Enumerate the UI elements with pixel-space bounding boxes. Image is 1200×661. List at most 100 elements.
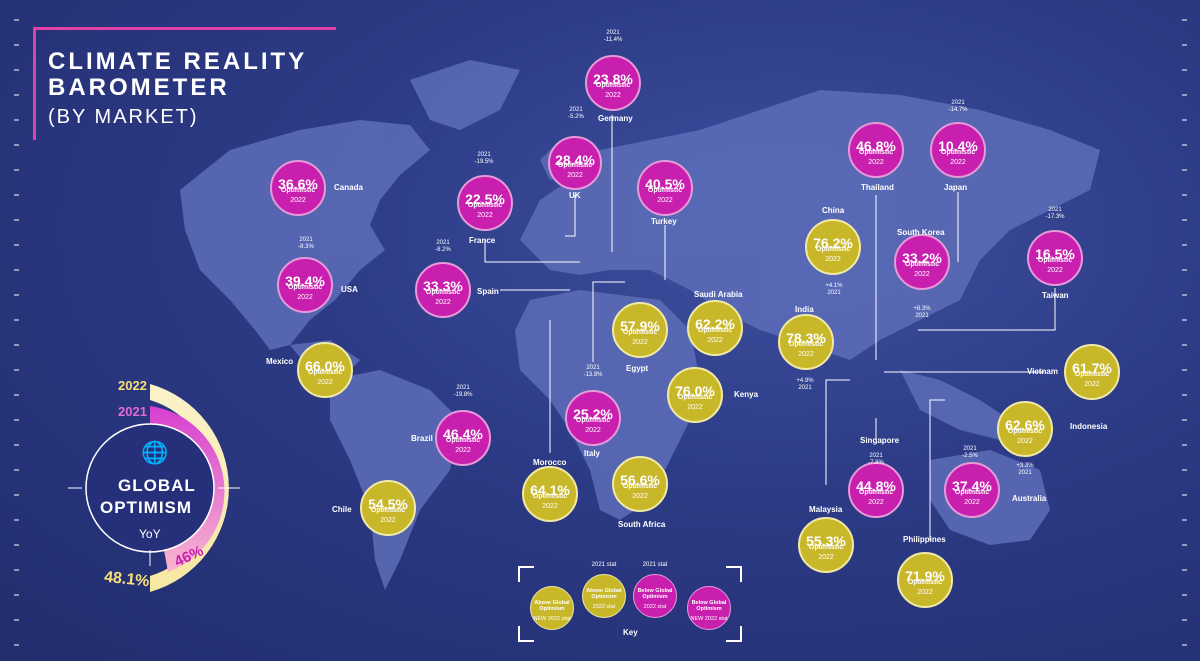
bubble-japan: 10.4% Optimistic 2022 [930, 122, 986, 178]
bubble-value: 22.5% [465, 191, 505, 208]
delta-label-indonesia: +3.3% 2021 [1016, 463, 1034, 476]
bubble-australia: 37.4% Optimistic 2022 [944, 462, 1000, 518]
bubble-value: 54.5% [368, 496, 408, 513]
bubble-thailand: 46.8% Optimistic 2022 [848, 122, 904, 178]
bubble-year: 2022 [317, 378, 333, 386]
bubble-taiwan: 16.5% Optimistic 2022 [1027, 230, 1083, 286]
key-item-sub: NEW 2022 stat [690, 616, 728, 622]
bubble-saudi-arabia: 62.2% Optimistic 2022 [687, 300, 743, 356]
country-label-south-korea: South Korea [897, 228, 945, 237]
bubble-optimistic-label: Optimistic [425, 288, 461, 296]
subtitle: (BY MARKET) [48, 106, 199, 128]
key-item-label: Below Global Optimism [691, 600, 727, 612]
bubble-turkey: 40.5% Optimistic 2022 [637, 160, 693, 216]
bubble-china: 76.2% Optimistic 2022 [805, 219, 861, 275]
bubble-year: 2022 [585, 426, 601, 434]
bubble-year: 2022 [707, 336, 723, 344]
key-item-label: Above Global Optimism [586, 588, 622, 600]
bubble-optimistic-label: Optimistic [307, 368, 343, 376]
title-line-1: CLIMATE REALITY [48, 48, 308, 75]
bubble-optimistic-label: Optimistic [595, 81, 631, 89]
bubble-year: 2022 [818, 553, 834, 561]
bubble-value: 62.6% [1005, 417, 1045, 434]
bubble-optimistic-label: Optimistic [1037, 256, 1073, 264]
bubble-italy: 25.2% Optimistic 2022 [565, 390, 621, 446]
country-label-saudi-arabia: Saudi Arabia [694, 290, 743, 299]
bubble-optimistic-label: Optimistic [622, 328, 658, 336]
country-label-canada: Canada [334, 183, 363, 192]
country-label-taiwan: Taiwan [1042, 291, 1069, 300]
key-item-top: 2021 stat [642, 562, 668, 568]
bubble-optimistic-label: Optimistic [575, 416, 611, 424]
bubble-kenya: 76.0% Optimistic 2022 [667, 367, 723, 423]
bubble-optimistic-label: Optimistic [647, 186, 683, 194]
delta-label-china: +4.1% 2021 [825, 283, 843, 296]
bubble-year: 2022 [687, 403, 703, 411]
bubble-year: 2022 [290, 196, 306, 204]
global-optimism-gauge [68, 384, 240, 592]
bubble-brazil: 46.4% Optimistic 2022 [435, 410, 491, 466]
bubble-value: 64.1% [530, 482, 570, 499]
bubble-value: 36.6% [278, 176, 318, 193]
bubble-value: 71.9% [905, 568, 945, 585]
bubble-value: 55.3% [806, 533, 846, 550]
bubble-spain: 33.3% Optimistic 2022 [415, 262, 471, 318]
bubble-year: 2022 [825, 255, 841, 263]
bubble-singapore: 44.8% Optimistic 2022 [848, 462, 904, 518]
country-label-france: France [469, 236, 496, 245]
bubble-year: 2022 [632, 492, 648, 500]
bubble-optimistic-label: Optimistic [815, 245, 851, 253]
country-label-philippines: Philippines [903, 535, 946, 544]
delta-label-italy: 2021 -13.8% [583, 365, 603, 378]
country-label-turkey: Turkey [651, 217, 677, 226]
bubble-optimistic-label: Optimistic [677, 393, 713, 401]
title-block: CLIMATE REALITY BAROMETER (BY MARKET) [33, 27, 336, 140]
bubble-value: 56.6% [620, 472, 660, 489]
country-label-italy: Italy [584, 449, 601, 458]
gauge-title-2: OPTIMISM [100, 498, 193, 517]
bubble-year: 2022 [868, 498, 884, 506]
gauge-legend-2021: 2021 [118, 404, 147, 419]
delta-label-singapore: 2021 -7.8% [868, 453, 884, 466]
globe-hearts-icon: 🌐 [141, 440, 169, 465]
bubble-value: 37.4% [952, 478, 992, 495]
country-label-south-africa: South Africa [618, 520, 666, 529]
bubble-mexico: 66.0% Optimistic 2022 [297, 342, 353, 398]
bubble-year: 2022 [657, 196, 673, 204]
key-item-label: Above Global Optimism [534, 600, 570, 612]
bubble-canada: 36.6% Optimistic 2022 [270, 160, 326, 216]
bubble-optimistic-label: Optimistic [858, 488, 894, 496]
country-label-japan: Japan [944, 183, 968, 192]
bubble-optimistic-label: Optimistic [287, 283, 323, 291]
delta-label-uk: 2021 -5.2% [568, 107, 584, 120]
bubble-indonesia: 62.6% Optimistic 2022 [997, 401, 1053, 457]
bubble-value: 44.8% [856, 478, 896, 495]
bubble-year: 2022 [868, 158, 884, 166]
country-label-kenya: Kenya [734, 390, 759, 399]
bubble-year: 2022 [435, 298, 451, 306]
bubble-optimistic-label: Optimistic [280, 186, 316, 194]
bubble-value: 76.0% [675, 383, 715, 400]
bubble-value: 46.8% [856, 138, 896, 155]
bubble-south-africa: 56.6% Optimistic 2022 [612, 456, 668, 512]
country-label-australia: Australia [1012, 494, 1047, 503]
delta-label-australia: 2021 -2.5% [962, 446, 978, 459]
country-label-spain: Spain [477, 287, 499, 296]
bubble-south-korea: 33.2% Optimistic 2022 [894, 234, 950, 290]
key-item-2: Above Global Optimism 2022 stat [582, 574, 626, 618]
key-title: Key [623, 628, 638, 637]
bubble-value: 57.9% [620, 318, 660, 335]
gauge-arc-2021 [150, 406, 225, 572]
country-label-thailand: Thailand [861, 183, 894, 192]
country-label-usa: USA [341, 285, 358, 294]
delta-label-japan: 2021 -14.7% [948, 100, 968, 113]
bubble-optimistic-label: Optimistic [1007, 427, 1043, 435]
bubble-year: 2022 [914, 270, 930, 278]
bubble-egypt: 57.9% Optimistic 2022 [612, 302, 668, 358]
bubble-value: 66.0% [305, 358, 345, 375]
bubble-year: 2022 [1084, 380, 1100, 388]
bubble-optimistic-label: Optimistic [1074, 370, 1110, 378]
bubble-optimistic-label: Optimistic [904, 260, 940, 268]
bubble-optimistic-label: Optimistic [940, 148, 976, 156]
